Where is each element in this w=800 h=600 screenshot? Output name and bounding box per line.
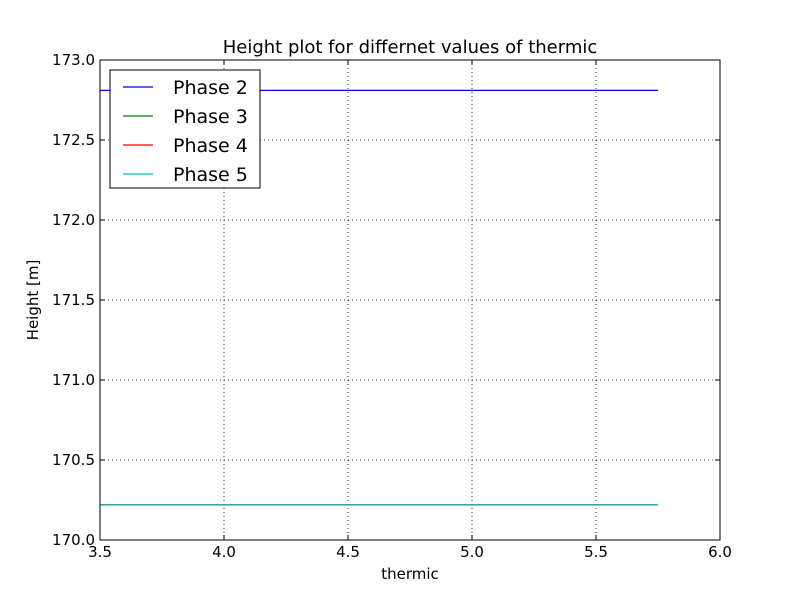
y-tick-label: 170.0 [52, 531, 95, 549]
x-tick-label: 5.0 [460, 543, 484, 561]
legend-label: Phase 4 [173, 135, 248, 157]
legend-frame [109, 69, 261, 189]
legend-label: Phase 3 [173, 106, 248, 128]
y-tick-label: 171.0 [52, 371, 95, 389]
y-tick-label: 171.5 [52, 291, 95, 309]
y-tick-label: 172.5 [52, 131, 95, 149]
y-tick-label: 172.0 [52, 211, 95, 229]
chart-title: Height plot for differnet values of ther… [223, 37, 598, 58]
legend-label: Phase 2 [173, 77, 248, 99]
x-tick-label: 4.0 [212, 543, 236, 561]
legend: Phase 2 Phase 3 Phase 4 Phase 5 [109, 69, 261, 189]
x-tick-label: 5.5 [584, 543, 608, 561]
x-axis-label: thermic [381, 565, 439, 583]
x-tick-label: 3.5 [88, 543, 112, 561]
y-axis-label: Height [m] [24, 260, 42, 341]
legend-label: Phase 5 [173, 164, 248, 186]
y-tick-label: 170.5 [52, 451, 95, 469]
x-tick-label: 4.5 [336, 543, 360, 561]
y-tick-label: 173.0 [52, 51, 95, 69]
axis-ticks: 3.5 4.0 4.5 5.0 5.5 6.0 170.0 170.5 171.0 171.5 17… [52, 51, 732, 561]
x-tick-label: 6.0 [708, 543, 732, 561]
